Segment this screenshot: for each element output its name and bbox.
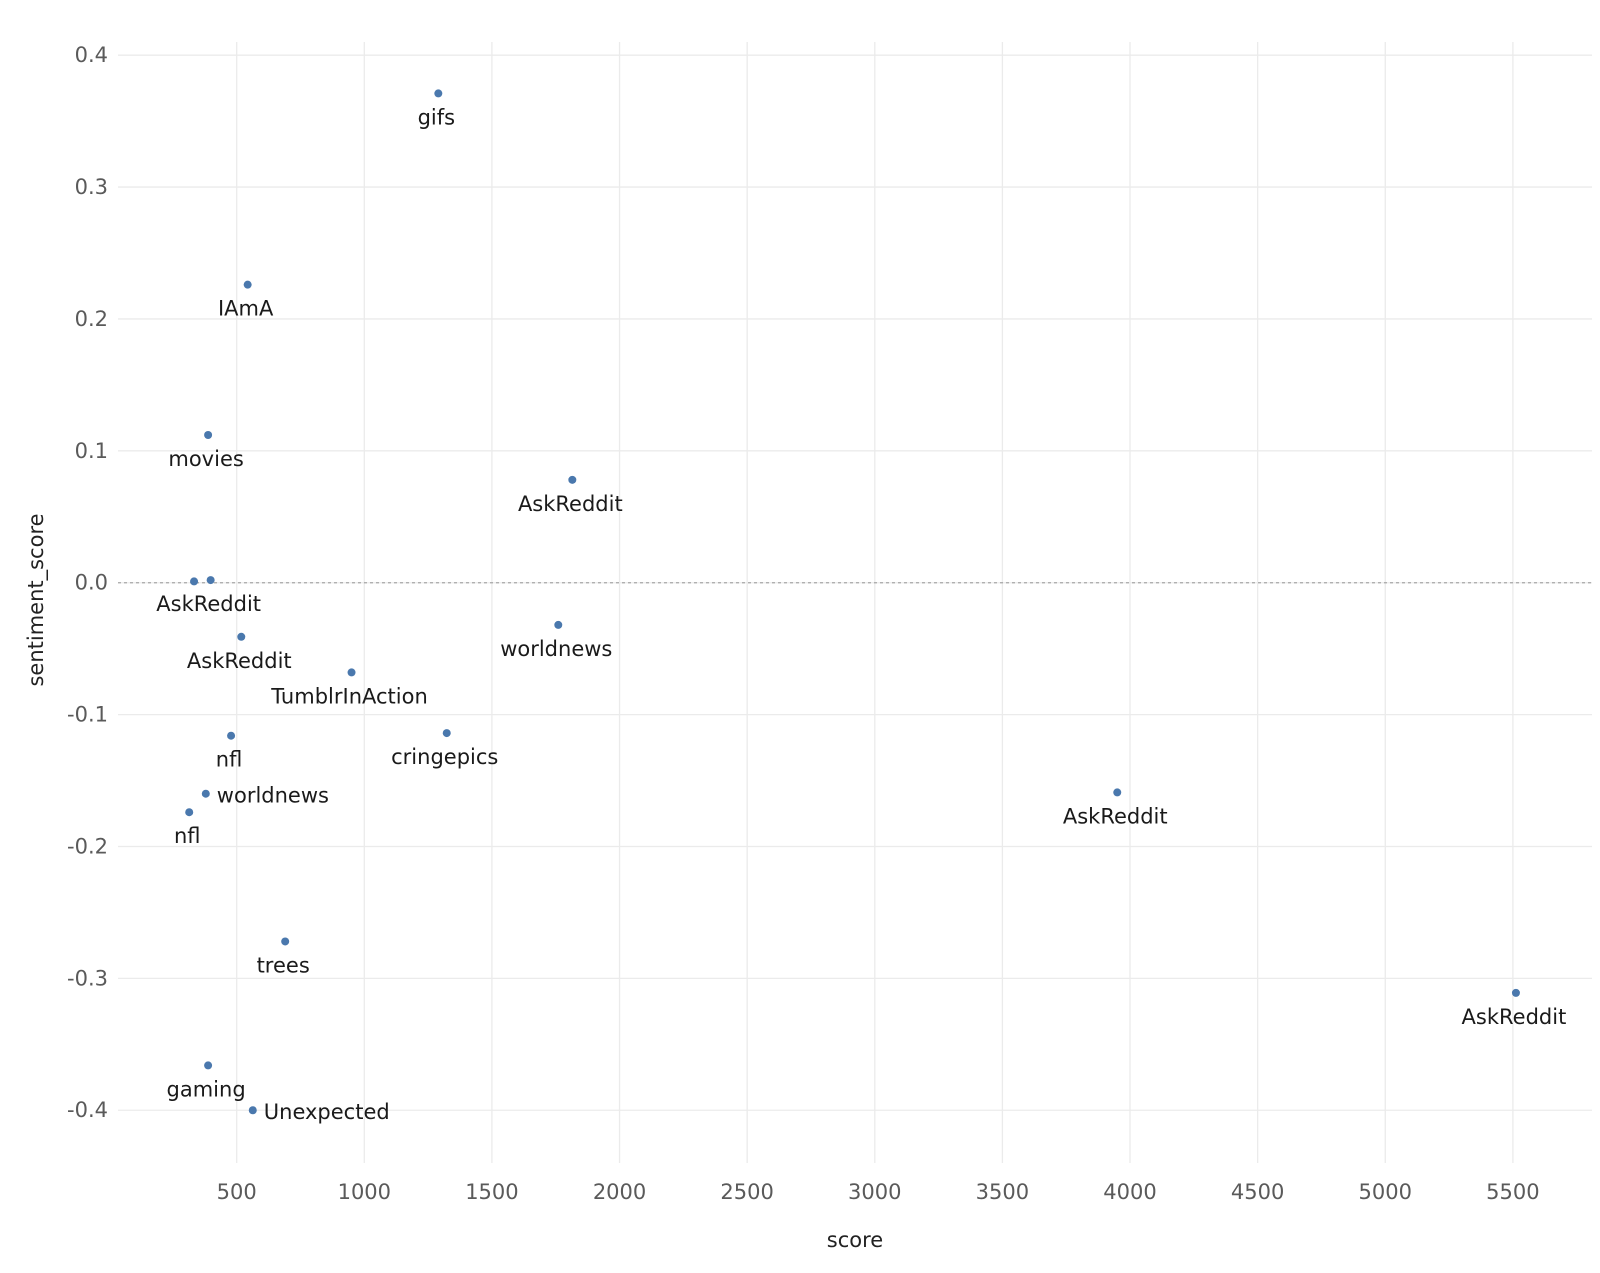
data-point <box>554 620 563 629</box>
data-point <box>1113 788 1122 797</box>
point-label: movies <box>168 447 243 471</box>
y-tick-label: -0.1 <box>67 703 108 727</box>
point-label: AskReddit <box>1462 1005 1567 1029</box>
point-label: Unexpected <box>264 1100 390 1124</box>
point-label: AskReddit <box>156 592 261 616</box>
data-point <box>347 668 356 677</box>
x-tick-label: 2000 <box>593 1180 646 1204</box>
x-tick-label: 2500 <box>720 1180 773 1204</box>
x-axis-title: score <box>827 1228 883 1252</box>
data-point <box>442 729 451 738</box>
x-tick-label: 1000 <box>338 1180 391 1204</box>
point-label: worldnews <box>500 637 612 661</box>
x-tick-label: 4000 <box>1103 1180 1156 1204</box>
horizontal-gridlines <box>118 54 1592 1111</box>
point-label: worldnews <box>217 784 329 808</box>
point-label: gaming <box>167 1077 246 1101</box>
y-tick-label: -0.3 <box>67 966 108 990</box>
data-point <box>201 789 210 798</box>
y-tick-label: -0.4 <box>67 1098 108 1122</box>
x-tick-label: 5000 <box>1359 1180 1412 1204</box>
x-axis-tick-labels: 500 1000 1500 2000 2500 3000 3500 4000 4500 5000 5… <box>217 1180 1540 1204</box>
point-label: TumblrInAction <box>270 684 427 708</box>
data-point <box>1511 988 1520 997</box>
data-point <box>237 632 246 641</box>
data-point <box>204 1061 213 1070</box>
data-point <box>206 576 215 585</box>
data-point <box>185 808 194 817</box>
point-label: AskReddit <box>187 649 292 673</box>
point-label: gifs <box>418 105 456 129</box>
vertical-gridlines <box>236 42 1514 1163</box>
y-tick-label: 0.2 <box>75 307 108 331</box>
y-tick-label: 0.4 <box>75 43 108 67</box>
point-label: trees <box>257 953 310 977</box>
x-tick-label: 3000 <box>848 1180 901 1204</box>
data-point <box>243 280 252 289</box>
data-point <box>248 1106 257 1115</box>
y-tick-label: 0.3 <box>75 175 108 199</box>
y-axis-title: sentiment_score <box>24 513 49 686</box>
y-tick-label: 0.0 <box>75 571 108 595</box>
point-label: AskReddit <box>518 492 623 516</box>
point-label: nfl <box>216 748 243 772</box>
x-tick-label: 1500 <box>465 1180 518 1204</box>
y-tick-label: -0.2 <box>67 834 108 858</box>
data-points <box>185 89 1520 1115</box>
y-axis-tick-labels: -0.4 -0.3 -0.2 -0.1 0.0 0.1 0.2 0.3 0.4 <box>67 43 108 1122</box>
x-tick-label: 500 <box>217 1180 257 1204</box>
data-point <box>204 431 213 440</box>
x-tick-label: 4500 <box>1231 1180 1284 1204</box>
data-point <box>281 937 290 946</box>
point-label: cringepics <box>391 745 498 769</box>
point-label: nfl <box>174 824 201 848</box>
x-tick-label: 3500 <box>976 1180 1029 1204</box>
y-tick-label: 0.1 <box>75 439 108 463</box>
data-point <box>568 475 577 484</box>
point-labels: gifs IAmA movies AskReddit AskReddit AskReddi… <box>156 105 1566 1124</box>
data-point <box>227 731 236 740</box>
point-label: IAmA <box>218 297 274 321</box>
x-tick-label: 5500 <box>1486 1180 1539 1204</box>
data-point <box>190 577 199 586</box>
point-label: AskReddit <box>1063 804 1168 828</box>
data-point <box>434 89 443 98</box>
